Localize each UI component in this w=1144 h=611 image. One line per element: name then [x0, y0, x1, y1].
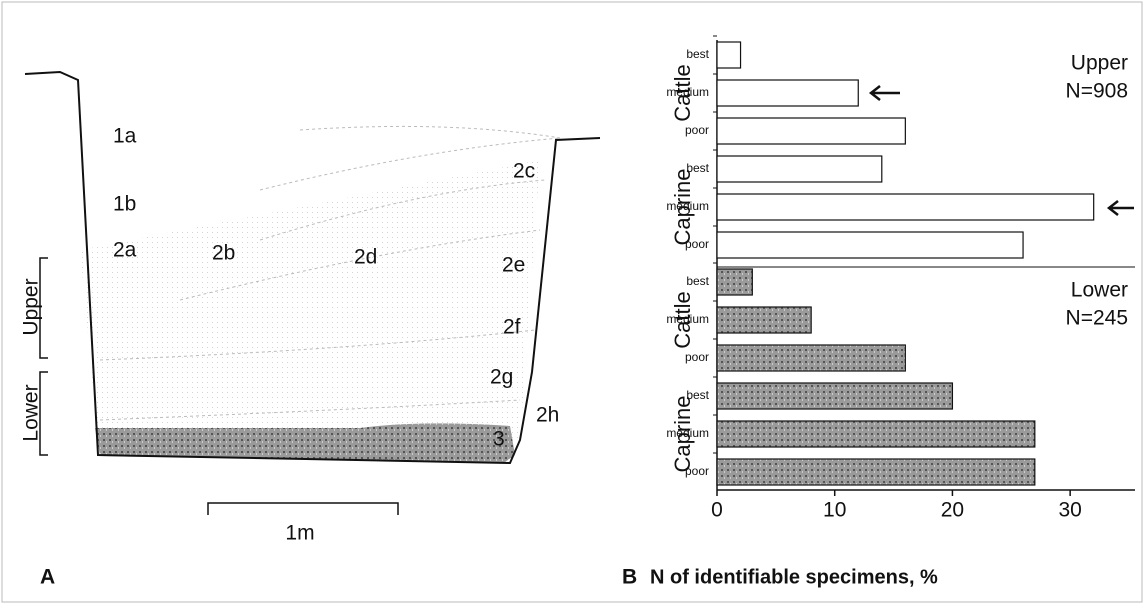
layer-label: 2f	[503, 316, 521, 339]
x-tick-label: 30	[1058, 499, 1081, 522]
layer-label: 1a	[113, 125, 137, 148]
category-label: medium	[666, 426, 709, 440]
bar	[716, 117, 906, 145]
bar	[716, 458, 1036, 486]
layer-label: 1b	[113, 193, 136, 216]
category-label: poor	[685, 123, 709, 137]
group-label: Cattle	[670, 64, 695, 121]
category-label: best	[686, 161, 709, 175]
group-label: Caprine	[670, 395, 695, 472]
bar	[716, 268, 753, 296]
layer-label: 2a	[113, 239, 137, 262]
bar	[716, 344, 906, 372]
layer-label: 2b	[212, 242, 235, 265]
layer-label: 2e	[502, 254, 525, 277]
x-axis-label: N of identifiable specimens, %	[650, 566, 938, 588]
category-label: poor	[685, 350, 709, 364]
bar	[716, 79, 859, 107]
bracket-label: Upper	[20, 278, 43, 335]
group-label: Caprine	[670, 168, 695, 245]
layer-label: 3	[493, 428, 505, 451]
x-tick-label: 0	[711, 499, 723, 522]
layer-label: 2c	[513, 160, 535, 183]
category-label: best	[686, 47, 709, 61]
panel-title: Lower	[1071, 279, 1128, 302]
panel-label: A	[40, 566, 55, 589]
group-label: Cattle	[670, 291, 695, 348]
layer-label: 2h	[536, 404, 559, 427]
section-drawing	[24, 70, 601, 515]
layer-label: 2g	[490, 366, 513, 389]
x-tick-label: 10	[823, 499, 846, 522]
category-label: medium	[666, 199, 709, 213]
category-label: best	[686, 274, 709, 288]
bracket-label: Lower	[20, 384, 43, 441]
category-label: poor	[685, 464, 709, 478]
layer-label: 2d	[354, 246, 377, 269]
panel-label: B	[622, 566, 637, 589]
bar	[716, 155, 883, 183]
category-label: best	[686, 388, 709, 402]
bar	[716, 420, 1036, 448]
bar	[716, 193, 1095, 221]
bar	[716, 382, 954, 410]
panel-title: Upper	[1071, 52, 1128, 75]
panel-n: N=245	[1066, 307, 1128, 330]
category-label: medium	[666, 312, 709, 326]
category-label: medium	[666, 85, 709, 99]
panel-n: N=908	[1066, 80, 1128, 103]
bar	[716, 231, 1024, 259]
category-label: poor	[685, 237, 709, 251]
bar	[716, 41, 742, 69]
x-tick-label: 20	[941, 499, 964, 522]
arrows	[868, 85, 1134, 216]
bar	[716, 306, 812, 334]
scale-label: 1m	[285, 522, 314, 545]
